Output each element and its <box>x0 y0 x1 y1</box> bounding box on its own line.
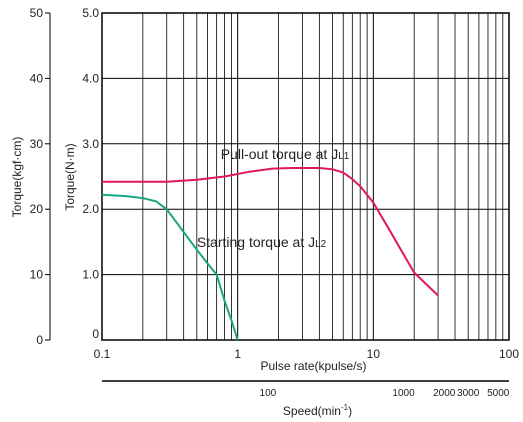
grid-lines <box>102 13 509 340</box>
nm-tick-label: 1.0 <box>82 268 99 282</box>
nm-axis-label: Torque(N·m) <box>63 143 77 210</box>
annotation-label-0: Pull-out torque at JL1 <box>221 146 350 162</box>
series-lines <box>101 167 439 341</box>
tick-labels: 0 10 20 30 40 50 0 1.0 2.0 3.0 4.0 5.0 0.1 1 10 100 Puls… <box>10 6 519 418</box>
x-tick-label: 1 <box>234 347 241 361</box>
plot-frame <box>101 12 510 341</box>
x-axis-label: Pulse rate(kpulse/s) <box>260 359 366 373</box>
kgfcm-tick-label: 0 <box>36 333 43 347</box>
kgfcm-tick-label: 50 <box>30 6 44 20</box>
nm-tick-label: 4.0 <box>82 71 99 85</box>
kgfcm-axis-label: Torque(kgf·cm) <box>10 137 24 218</box>
annotations: Pull-out torque at JL1 Starting torque at… <box>197 146 350 250</box>
speed-tick-label: 3000 <box>457 388 480 399</box>
kgfcm-tick-label: 30 <box>30 137 44 151</box>
speed-tick-label: 100 <box>260 388 277 399</box>
x-tick-label: 100 <box>499 347 519 361</box>
nm-tick-label: 5.0 <box>82 6 99 20</box>
x-tick-label: 10 <box>367 347 381 361</box>
axes <box>45 12 510 382</box>
nm-tick-label: 0 <box>92 327 99 341</box>
nm-tick-label: 3.0 <box>82 137 99 151</box>
speed-tick-label: 1000 <box>392 388 415 399</box>
speed-tick-label: 5000 <box>487 388 510 399</box>
annotation-label-1: Starting torque at JL2 <box>197 234 327 250</box>
kgfcm-tick-label: 40 <box>30 71 44 85</box>
speed-tick-label: 2000 <box>433 388 456 399</box>
series-line-1 <box>101 193 239 341</box>
nm-tick-label: 2.0 <box>82 202 99 216</box>
x-tick-label: 0.1 <box>94 347 111 361</box>
kgfcm-tick-label: 20 <box>30 202 44 216</box>
series-line-0 <box>102 167 439 297</box>
kgfcm-tick-label: 10 <box>30 268 44 282</box>
speed-axis-label: Speed(min-1) <box>283 403 352 418</box>
